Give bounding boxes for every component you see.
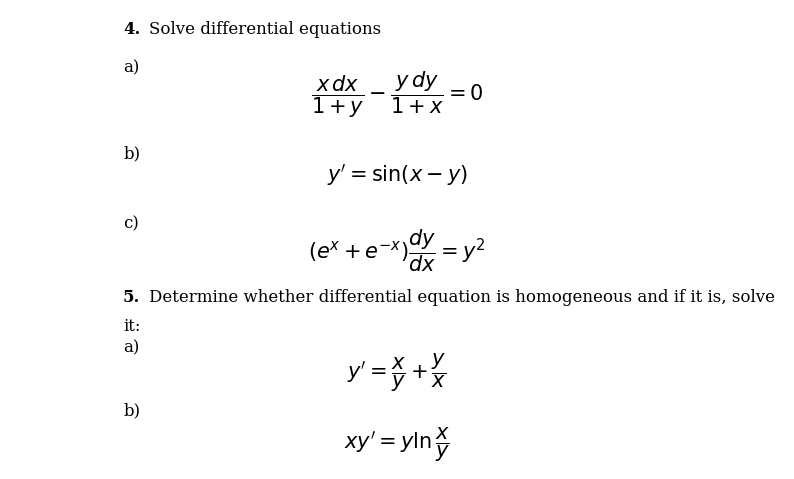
Text: 5.: 5. [123,289,141,306]
Text: it:: it: [123,318,141,335]
Text: b): b) [123,146,141,162]
Text: a): a) [123,59,140,76]
Text: $(e^{x} + e^{-x})\dfrac{dy}{dx} = y^2$: $(e^{x} + e^{-x})\dfrac{dy}{dx} = y^2$ [308,228,486,274]
Text: Determine whether differential equation is homogeneous and if it is, solve: Determine whether differential equation … [149,289,775,306]
Text: a): a) [123,339,140,356]
Text: Solve differential equations: Solve differential equations [149,21,381,38]
Text: 4.: 4. [123,21,141,38]
Text: b): b) [123,402,141,420]
Text: $y' = \sin(x - y)$: $y' = \sin(x - y)$ [326,162,468,188]
Text: $\dfrac{x\,dx}{1+y} - \dfrac{y\,dy}{1+x} = 0$: $\dfrac{x\,dx}{1+y} - \dfrac{y\,dy}{1+x}… [310,69,484,120]
Text: c): c) [123,215,139,232]
Text: $y' = \dfrac{x}{y} + \dfrac{y}{x}$: $y' = \dfrac{x}{y} + \dfrac{y}{x}$ [347,352,447,394]
Text: $xy' = y\ln\dfrac{x}{y}$: $xy' = y\ln\dfrac{x}{y}$ [344,425,450,464]
